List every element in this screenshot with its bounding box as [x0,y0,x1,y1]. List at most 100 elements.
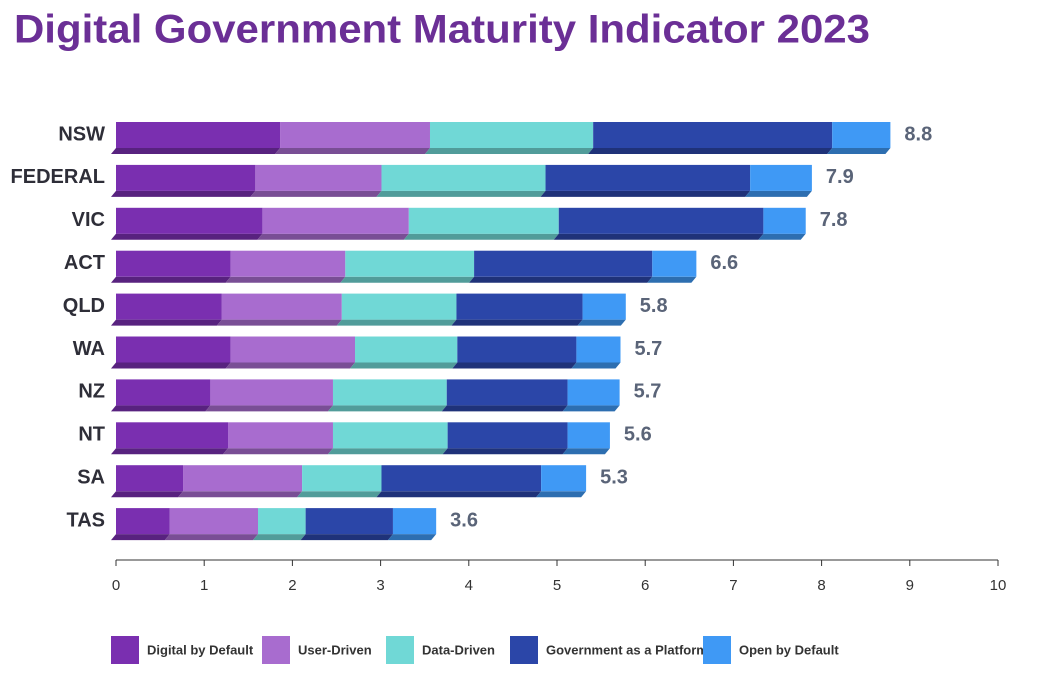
x-tick-label: 9 [906,577,914,594]
bar-segment [355,336,458,363]
category-label: VIC [72,209,105,231]
bar-shadow [300,534,393,541]
bar-segment [305,508,393,535]
bar-segment [429,122,594,148]
x-tick-label: 7 [729,577,737,594]
bar-shadow [164,534,259,541]
bar-shadow [588,148,833,154]
bar-shadow [111,448,229,455]
category-label: TAS [66,509,105,531]
bar-segment [116,122,281,148]
total-label: 6.6 [710,252,738,274]
bar-shadow [647,276,697,283]
bar-segment [558,207,764,234]
total-label: 3.6 [450,509,478,531]
bar-shadow [327,448,448,455]
bar-shadow [216,319,342,326]
bar-shadow [350,362,458,369]
bar-shadow [827,148,891,154]
legend-swatch [703,636,731,664]
bar-segment [593,122,833,148]
bar-shadow [571,362,621,369]
bar-segment [763,207,806,234]
legend-label: User-Driven [298,642,372,657]
bar-shadow [441,405,568,412]
bar-shadow [562,405,620,412]
bar-shadow [111,319,222,326]
category-label: SA [77,466,105,488]
legend-swatch [111,636,139,664]
category-label: NT [78,424,105,446]
x-tick-label: 10 [990,577,1007,594]
category-label: NSW [58,123,105,145]
legend-label: Open by Default [739,642,839,657]
total-label: 5.8 [640,295,668,317]
bar-shadow [111,233,263,240]
x-tick-label: 8 [817,577,825,594]
bar-segment [332,422,448,449]
bar-shadow [111,405,211,412]
bar-segment [456,293,583,320]
bar-segment [169,508,259,535]
bar-segment [332,379,447,406]
bar-shadow [376,491,542,498]
legend-swatch [386,636,414,664]
bar-shadow [178,491,303,498]
total-label: 8.8 [904,123,932,145]
bar-segment [545,164,751,191]
bar-shadow [340,276,475,283]
bar-segment [408,207,559,234]
bar-segment [392,508,437,535]
bar-segment [262,207,409,234]
bar-shadow [327,405,447,412]
bar-segment [116,293,222,320]
bar-shadow [257,233,409,240]
category-label: QLD [63,295,105,317]
total-label: 5.3 [600,466,628,488]
bar-segment [381,164,546,191]
category-label: FEDERAL [11,166,105,188]
bar-segment [447,422,568,449]
total-label: 5.7 [634,381,662,403]
bar-shadow [225,362,356,369]
bar-segment [567,379,620,406]
bar-segment [341,293,457,320]
bar-segment [228,422,333,449]
category-label: NZ [78,381,105,403]
bar-segment [832,122,891,148]
bar-shadow [336,319,457,326]
bar-shadow [376,190,546,197]
bar-shadow [111,148,281,154]
bar-segment [116,336,231,363]
category-label: WA [73,338,105,360]
legend-swatch [262,636,290,664]
bar-shadow [403,233,559,240]
x-tick-label: 6 [641,577,649,594]
bar-shadow [553,233,764,240]
bar-shadow [540,190,751,197]
bar-segment [255,164,382,191]
bar-segment [567,422,610,449]
category-label: ACT [64,252,105,274]
bar-segment [221,293,342,320]
total-label: 5.6 [624,424,652,446]
bar-shadow [562,448,610,455]
bar-segment [302,465,382,492]
total-label: 7.8 [820,209,848,231]
bar-segment [210,379,333,406]
bar-shadow [275,148,430,154]
bar-segment [116,207,263,234]
bar-segment [116,508,170,535]
bar-segment [541,465,587,492]
x-tick-label: 4 [465,577,473,594]
bar-shadow [111,491,184,498]
bar-segment [381,465,542,492]
bar-segment [230,336,356,363]
bar-shadow [111,276,231,283]
total-label: 7.9 [826,166,854,188]
bar-segment [116,164,256,191]
bar-shadow [451,319,583,326]
bar-shadow [111,190,256,197]
bar-shadow [424,148,594,154]
